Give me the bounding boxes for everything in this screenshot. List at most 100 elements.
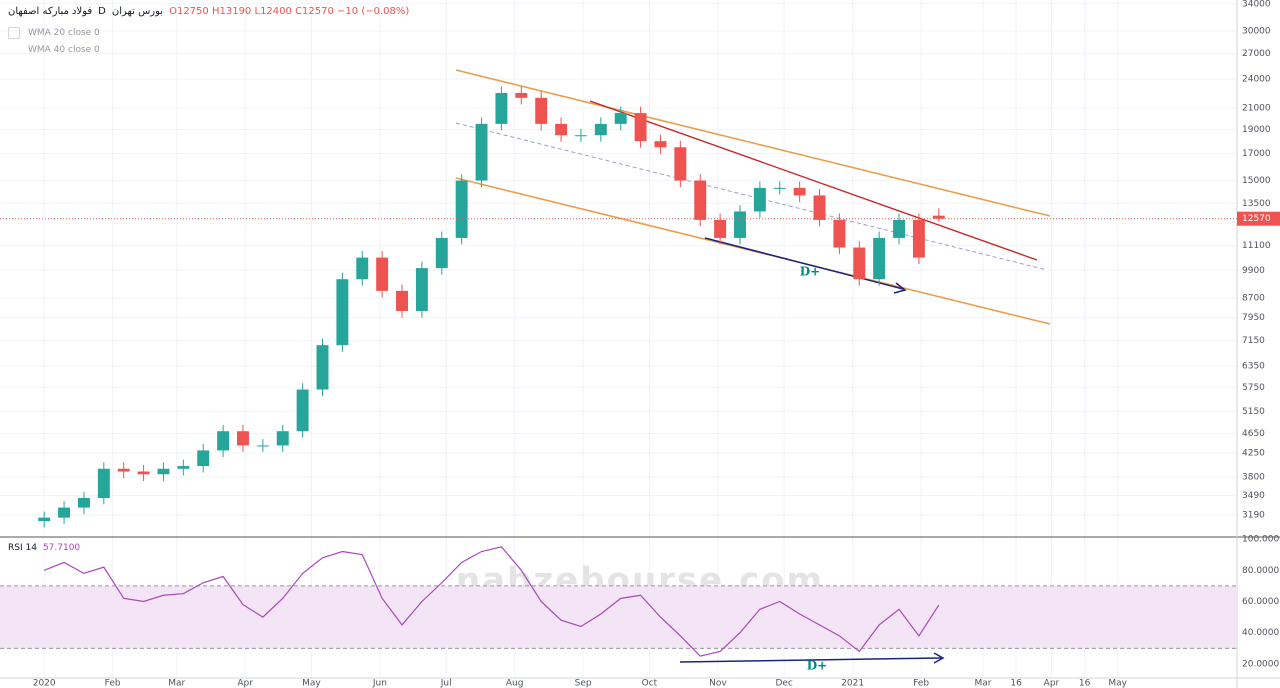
candle-body [117, 468, 130, 472]
rsi-value: 57.7100 [42, 543, 81, 553]
candle-body [555, 123, 568, 136]
candle-body [396, 290, 408, 311]
rsi-line [43, 546, 940, 657]
candle-body [793, 187, 806, 196]
y-tick-label: 5750 [1242, 383, 1265, 393]
x-tick-label: Mar [974, 679, 991, 688]
l-label: L [254, 6, 261, 17]
candle-body [813, 195, 826, 220]
candle-body [356, 257, 369, 280]
y-tick-label: 19000 [1242, 125, 1271, 135]
y-tick-label: 3490 [1242, 491, 1265, 501]
y-tick-label: 6350 [1242, 362, 1265, 372]
c-value: 12570 [302, 6, 334, 17]
candle-body [714, 219, 727, 238]
y-tick-label: 100.0000 [1242, 535, 1280, 545]
interval: D [98, 6, 106, 17]
candle-body [932, 215, 945, 219]
candle-body [276, 431, 289, 446]
exchange: بورس تهران [111, 6, 164, 17]
last-price-label: 12570 [1242, 214, 1271, 224]
y-tick-label: 60.0000 [1242, 597, 1279, 607]
x-tick-label: Sep [575, 679, 592, 688]
candle-body [893, 219, 905, 238]
candle-body [674, 147, 687, 181]
h-value: 13190 [219, 6, 252, 17]
x-tick-label: 16 [1010, 679, 1022, 688]
candle-body [833, 219, 846, 248]
candle-body [38, 517, 51, 522]
x-tick-label: Nov [709, 679, 727, 688]
candle-body [654, 141, 667, 148]
candle-body [574, 135, 587, 137]
drawings [455, 69, 1051, 664]
candle-body [753, 187, 766, 212]
channel-mid [455, 122, 1048, 271]
y-tick-label: 27000 [1242, 49, 1271, 59]
y-tick-label: 7950 [1242, 313, 1265, 323]
divergence-arrow [704, 237, 904, 290]
indicator: WMA 20 close 0 [28, 28, 100, 38]
annotation: D+ [807, 659, 827, 673]
y-tick-label: 8700 [1242, 294, 1265, 304]
candle-body [376, 257, 389, 291]
candle-body [237, 431, 249, 446]
change: −10 [337, 6, 359, 17]
x-tick-label: Apr [237, 679, 253, 688]
candle-body [336, 279, 349, 346]
y-tick-label: 20.0000 [1242, 659, 1279, 669]
legend: فولاد مبارکه اصفهان D بورس تهران O12750 … [8, 6, 409, 17]
y-tick-label: 4250 [1242, 448, 1265, 458]
rsi-legend: RSI 14 57.7100 [8, 543, 80, 553]
candle-body [853, 247, 866, 280]
y-tick-label: 7150 [1242, 336, 1265, 346]
candle-body [475, 123, 488, 181]
x-tick-label: 2020 [33, 679, 56, 688]
candle-body [177, 466, 190, 469]
candle-body [912, 219, 925, 258]
x-tick-label: 2021 [841, 679, 864, 688]
y-tick-label: 9900 [1242, 266, 1265, 276]
indicator-row[interactable]: WMA 40 close 0 [8, 45, 100, 55]
candle-body [77, 497, 90, 508]
c-label: C [295, 6, 303, 17]
o-value: 12750 [176, 6, 209, 17]
candle-body [455, 180, 468, 238]
candle-body [435, 237, 448, 269]
y-tick-label: 80.0000 [1242, 566, 1279, 576]
y-tick-label: 34000 [1242, 0, 1271, 9]
change-pct: (−0.08%) [361, 6, 410, 17]
o-label: O [169, 6, 177, 17]
x-tick-label: Dec [775, 679, 792, 688]
collapse-box[interactable] [8, 27, 20, 39]
arrow-head [933, 652, 945, 664]
x-tick-label: Jul [440, 679, 452, 688]
channel-top [455, 69, 1051, 217]
candle-body [495, 92, 508, 124]
x-tick-label: Mar [168, 679, 185, 688]
x-tick-label: Feb [913, 679, 929, 688]
candle-body [296, 389, 309, 432]
x-tick-label: Feb [105, 679, 121, 688]
y-tick-label: 24000 [1242, 75, 1271, 85]
candle-body [58, 507, 71, 518]
x-tick-label: May [1108, 679, 1127, 688]
y-tick-label: 17000 [1242, 149, 1271, 159]
candle-body [217, 431, 230, 451]
y-tick-label: 15000 [1242, 176, 1271, 186]
y-tick-label: 40.0000 [1242, 628, 1279, 638]
x-tick-label: Aug [506, 679, 524, 688]
rsi-title: RSI 14 [8, 543, 37, 553]
candle-body [614, 113, 627, 124]
y-tick-label: 30000 [1242, 26, 1271, 36]
candle-body [316, 345, 329, 390]
symbol: فولاد مبارکه اصفهان [8, 6, 93, 17]
rsi-band [0, 585, 1237, 649]
candle-body [773, 187, 786, 189]
annotation: D+ [800, 265, 820, 279]
y-tick-label: 5150 [1242, 407, 1265, 417]
indicator-row[interactable]: WMA 20 close 0 [8, 27, 100, 39]
